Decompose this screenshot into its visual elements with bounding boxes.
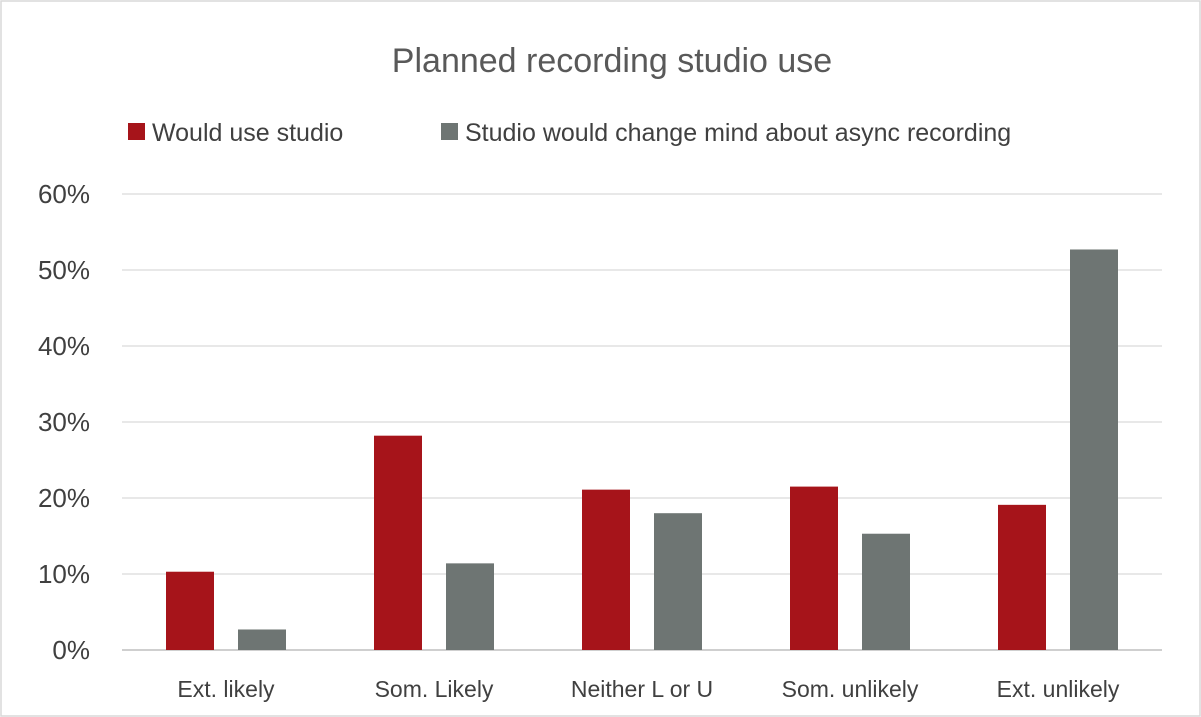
bar-would-use-studio (374, 435, 422, 650)
y-tick-label: 40% (38, 331, 90, 361)
y-tick-label: 10% (38, 559, 90, 589)
x-category-label: Ext. likely (177, 676, 275, 702)
bar-would-use-studio (998, 504, 1046, 650)
y-tick-label: 20% (38, 483, 90, 513)
x-category-label: Ext. unlikely (997, 676, 1120, 702)
legend-label-would-use-studio: Would use studio (152, 119, 343, 147)
x-category-label: Neither L or U (571, 676, 713, 702)
bar-studio-change-mind (238, 629, 286, 650)
gridlines (122, 193, 1162, 651)
bar-studio-change-mind (1070, 249, 1118, 651)
chart-title: Planned recording studio use (392, 42, 832, 80)
bar-studio-change-mind (446, 563, 494, 650)
legend-swatch-would-use-studio (128, 123, 145, 140)
legend-label-studio-change-mind: Studio would change mind about async rec… (465, 119, 1011, 147)
y-tick-label: 50% (38, 255, 90, 285)
y-tick-label: 60% (38, 179, 90, 209)
bar-would-use-studio (582, 489, 630, 650)
bars (166, 249, 1118, 651)
legend: Would use studio Studio would change min… (128, 119, 1011, 147)
x-category-label: Som. unlikely (782, 676, 919, 702)
bar-studio-change-mind (862, 533, 910, 650)
bar-would-use-studio (166, 571, 214, 650)
x-category-label: Som. Likely (375, 676, 494, 702)
bar-would-use-studio (790, 486, 838, 650)
legend-swatch-studio-change-mind (441, 123, 458, 140)
y-axis-ticks: 0% 10% 20% 30% 40% 50% 60% (38, 179, 90, 665)
y-tick-label: 0% (52, 635, 90, 665)
x-axis-categories: Ext. likely Som. Likely Neither L or U Som.… (177, 676, 1119, 702)
bar-studio-change-mind (654, 513, 702, 650)
y-tick-label: 30% (38, 407, 90, 437)
